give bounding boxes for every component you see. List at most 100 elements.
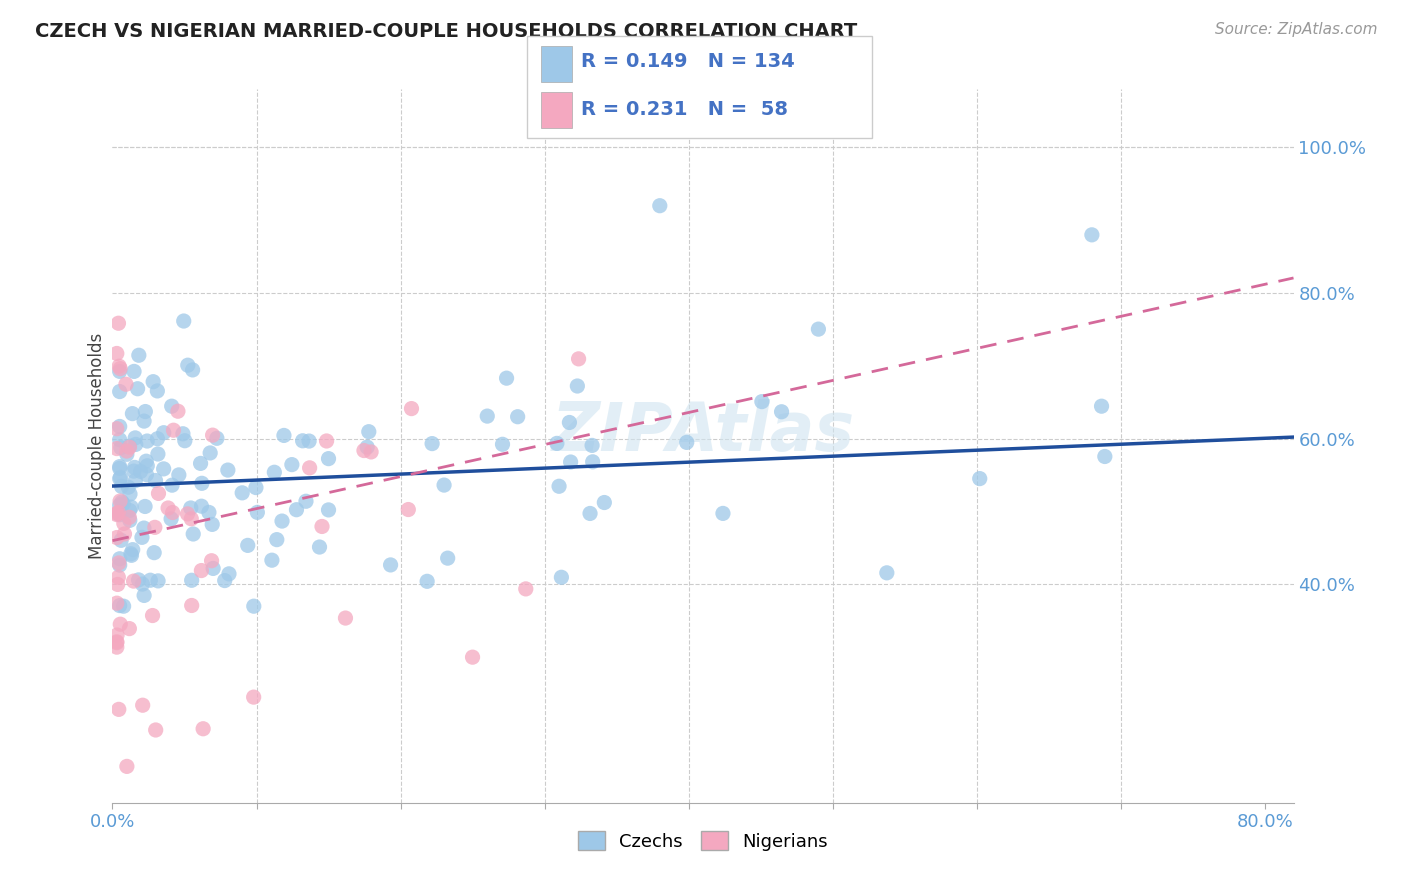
Nigerians xyxy=(105,640,128,654)
Nigerians xyxy=(105,596,128,610)
Nigerians xyxy=(145,723,167,737)
Czechs xyxy=(128,348,150,362)
Nigerians xyxy=(105,635,128,649)
Nigerians xyxy=(118,510,141,524)
Czechs xyxy=(285,502,308,516)
Czechs xyxy=(122,364,145,378)
Czechs xyxy=(160,399,183,413)
Nigerians xyxy=(107,577,129,591)
Nigerians xyxy=(105,635,128,649)
Text: ZIPAtlas: ZIPAtlas xyxy=(551,399,855,465)
Czechs xyxy=(120,500,142,515)
Czechs xyxy=(124,460,146,475)
Czechs xyxy=(433,478,456,492)
Czechs xyxy=(108,508,131,522)
Nigerians xyxy=(118,622,141,636)
Czechs xyxy=(167,467,190,482)
Nigerians xyxy=(315,434,337,448)
Czechs xyxy=(118,503,141,517)
Nigerians xyxy=(180,512,202,526)
Czechs xyxy=(108,419,131,434)
Czechs xyxy=(218,566,240,581)
Czechs xyxy=(136,458,159,473)
Legend: Czechs, Nigerians: Czechs, Nigerians xyxy=(571,824,835,858)
Czechs xyxy=(357,425,380,439)
Czechs xyxy=(295,494,318,508)
Czechs xyxy=(108,599,131,613)
Czechs xyxy=(108,498,131,512)
Czechs xyxy=(134,589,156,603)
Nigerians xyxy=(107,556,129,570)
Czechs xyxy=(134,500,156,514)
Czechs xyxy=(108,472,131,486)
Czechs xyxy=(125,437,148,451)
Nigerians xyxy=(105,506,128,520)
Czechs xyxy=(121,407,143,421)
Nigerians xyxy=(118,440,141,454)
Czechs xyxy=(111,495,134,509)
Czechs xyxy=(118,487,141,501)
Nigerians xyxy=(167,404,190,418)
Czechs xyxy=(380,558,402,572)
Czechs xyxy=(969,472,991,486)
Czechs xyxy=(135,467,157,482)
Nigerians xyxy=(515,582,537,596)
Czechs xyxy=(172,426,194,441)
Czechs xyxy=(139,573,162,587)
Czechs xyxy=(436,551,458,566)
Czechs xyxy=(214,574,236,588)
Czechs xyxy=(142,375,165,389)
Czechs xyxy=(876,566,898,580)
Nigerians xyxy=(105,628,128,642)
Czechs xyxy=(546,436,568,450)
Czechs xyxy=(298,434,321,448)
Czechs xyxy=(751,394,773,409)
Czechs xyxy=(550,570,572,584)
Text: CZECH VS NIGERIAN MARRIED-COUPLE HOUSEHOLDS CORRELATION CHART: CZECH VS NIGERIAN MARRIED-COUPLE HOUSEHO… xyxy=(35,22,858,41)
Czechs xyxy=(152,462,174,476)
Czechs xyxy=(1081,227,1104,242)
Nigerians xyxy=(115,759,138,773)
Nigerians xyxy=(360,445,382,459)
Czechs xyxy=(245,481,267,495)
Nigerians xyxy=(148,486,170,500)
Czechs xyxy=(110,479,132,493)
Czechs xyxy=(807,322,830,336)
Czechs xyxy=(558,416,581,430)
Nigerians xyxy=(190,564,212,578)
Text: Source: ZipAtlas.com: Source: ZipAtlas.com xyxy=(1215,22,1378,37)
Nigerians xyxy=(131,698,153,713)
Czechs xyxy=(291,434,314,448)
Nigerians xyxy=(157,501,180,516)
Nigerians xyxy=(141,608,163,623)
Czechs xyxy=(108,384,131,399)
Nigerians xyxy=(191,722,214,736)
Czechs xyxy=(127,382,149,396)
Nigerians xyxy=(353,443,375,458)
Czechs xyxy=(770,405,793,419)
Czechs xyxy=(266,533,288,547)
Czechs xyxy=(495,371,517,385)
Czechs xyxy=(579,507,602,521)
Nigerians xyxy=(201,428,224,442)
Nigerians xyxy=(105,442,128,456)
Czechs xyxy=(477,409,499,423)
Czechs xyxy=(135,454,157,468)
Czechs xyxy=(711,507,734,521)
Czechs xyxy=(143,546,166,560)
Czechs xyxy=(308,540,330,554)
Czechs xyxy=(110,470,132,484)
Nigerians xyxy=(461,650,484,665)
Czechs xyxy=(121,549,143,563)
Nigerians xyxy=(162,506,184,520)
Czechs xyxy=(581,438,603,452)
Czechs xyxy=(1094,450,1116,464)
Y-axis label: Married-couple Households: Married-couple Households xyxy=(87,333,105,559)
Nigerians xyxy=(311,519,333,533)
Czechs xyxy=(146,432,169,446)
Nigerians xyxy=(108,494,131,508)
Czechs xyxy=(356,440,378,454)
Czechs xyxy=(136,434,159,448)
Czechs xyxy=(108,433,131,447)
Czechs xyxy=(108,558,131,573)
